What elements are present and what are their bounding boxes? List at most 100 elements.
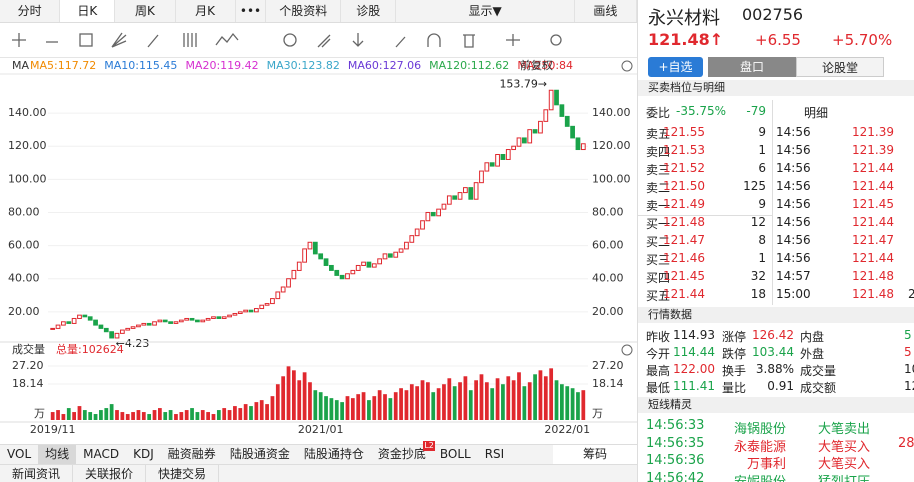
adjust-label: 前复权 bbox=[520, 58, 553, 72]
icon-magnet[interactable] bbox=[427, 33, 441, 47]
candle bbox=[55, 324, 61, 329]
candle bbox=[71, 317, 77, 324]
icon-move[interactable] bbox=[12, 33, 26, 47]
sprite-name: 万事利 bbox=[746, 457, 786, 472]
candle bbox=[452, 195, 458, 200]
indicator-tab[interactable]: 筹码 bbox=[553, 445, 637, 464]
volume-bar bbox=[286, 366, 291, 420]
market-value: 103.44 bbox=[752, 345, 794, 359]
candle bbox=[157, 319, 163, 323]
y-tick-label: 20.00 bbox=[8, 305, 40, 318]
tab[interactable]: 月K bbox=[176, 0, 236, 22]
book-volume: 18 bbox=[750, 287, 766, 301]
volume-bar bbox=[431, 392, 436, 420]
volume-bar bbox=[125, 414, 130, 420]
icon-pen[interactable] bbox=[395, 36, 406, 48]
bottom-tab[interactable]: 关联报价 bbox=[73, 465, 146, 482]
indicator-tab[interactable]: VOL bbox=[7, 447, 32, 461]
indicator-tab[interactable]: RSI bbox=[484, 447, 505, 461]
badge: L2 bbox=[423, 441, 435, 451]
tab[interactable]: 分时 bbox=[0, 0, 61, 22]
volume-bar bbox=[99, 410, 103, 420]
candle bbox=[543, 109, 549, 122]
bottom-tab[interactable]: 快捷交易 bbox=[146, 465, 219, 482]
volume-bar bbox=[302, 372, 307, 420]
icon-zoom[interactable] bbox=[506, 34, 520, 46]
tab[interactable]: 周K bbox=[115, 0, 176, 22]
tick-time: 14:56 bbox=[776, 125, 811, 139]
candle bbox=[355, 264, 361, 271]
candle bbox=[516, 137, 522, 147]
tab[interactable]: ••• bbox=[236, 0, 267, 22]
volume-bar bbox=[308, 382, 312, 420]
candle bbox=[152, 321, 157, 326]
bottom-tab[interactable]: 新闻资讯 bbox=[0, 465, 73, 482]
tab[interactable]: 显示▼ bbox=[396, 0, 575, 22]
volume-bar bbox=[458, 382, 462, 420]
y-tick-label-right: 20.00 bbox=[592, 305, 624, 318]
tab[interactable]: 诊股 bbox=[341, 0, 397, 22]
book-volume: 9 bbox=[758, 197, 766, 211]
x-tick-label: 2019/11 bbox=[30, 423, 76, 436]
candle bbox=[253, 308, 259, 313]
sprite-name: 海锅股份 bbox=[733, 422, 786, 437]
tab[interactable]: 画线 bbox=[575, 0, 637, 22]
button[interactable]: 论股堂 bbox=[796, 57, 884, 77]
y-tick-label-right: 120.00 bbox=[592, 139, 631, 152]
book-volume: 1 bbox=[758, 143, 766, 157]
market-label: 最高 bbox=[646, 364, 671, 378]
indicator-tab[interactable]: 陆股通持仓 bbox=[303, 447, 364, 461]
tab[interactable]: 日K bbox=[60, 0, 116, 22]
icon-trash[interactable] bbox=[463, 34, 475, 48]
ma-legend: MA5:117.72 bbox=[30, 59, 96, 72]
y-tick-label-right: 140.00 bbox=[592, 106, 631, 119]
indicator-tab[interactable]: 融资融券 bbox=[167, 447, 216, 461]
icon-circle[interactable] bbox=[283, 33, 297, 47]
candle bbox=[329, 264, 334, 271]
volume-bar bbox=[415, 386, 420, 420]
candle bbox=[521, 137, 527, 144]
icon-settings[interactable] bbox=[550, 34, 562, 46]
tab[interactable]: 个股资料 bbox=[266, 0, 342, 22]
candle bbox=[511, 145, 517, 151]
candle bbox=[345, 273, 350, 280]
indicator-tab[interactable]: KDJ bbox=[133, 447, 154, 461]
book-volume: 1 bbox=[758, 251, 766, 265]
candle bbox=[168, 321, 173, 324]
ma-legend: MA30:123.82 bbox=[267, 59, 340, 72]
market-value: 0.91 bbox=[767, 379, 794, 393]
volume-bar bbox=[297, 380, 302, 420]
icon-wave[interactable] bbox=[215, 32, 239, 46]
volume-bar bbox=[136, 410, 141, 420]
indicator-tab[interactable]: MACD bbox=[83, 447, 120, 461]
candle bbox=[136, 324, 141, 328]
indicator-tab[interactable]: 资金抄底 L2 bbox=[377, 441, 435, 461]
icon-fan[interactable] bbox=[111, 32, 127, 48]
candle bbox=[457, 192, 463, 200]
candle bbox=[425, 211, 431, 222]
candle bbox=[296, 261, 302, 271]
button[interactable]: 盘口 bbox=[708, 57, 796, 77]
market-value: 3.88% bbox=[755, 362, 794, 376]
icon-channel[interactable] bbox=[147, 34, 159, 48]
icon-gann[interactable] bbox=[317, 34, 331, 48]
icon-down[interactable] bbox=[352, 33, 364, 47]
indicator-tab[interactable]: 均线 bbox=[38, 445, 77, 464]
candle bbox=[436, 208, 441, 217]
volume-bar bbox=[377, 390, 382, 420]
volume-bar bbox=[227, 410, 232, 420]
icon-rect[interactable] bbox=[79, 33, 93, 47]
candle bbox=[548, 89, 554, 111]
indicator-tab[interactable]: 陆股通资金 bbox=[229, 447, 290, 461]
candle bbox=[302, 248, 307, 263]
icon-grid[interactable] bbox=[183, 33, 197, 47]
candle bbox=[414, 228, 420, 237]
candle bbox=[109, 331, 115, 339]
volume-bar bbox=[474, 380, 478, 420]
volume-bar bbox=[554, 380, 559, 420]
candle bbox=[307, 241, 313, 250]
button[interactable]: +自选 bbox=[648, 57, 703, 77]
candle bbox=[489, 162, 495, 167]
market-value: 10 bbox=[904, 362, 914, 376]
indicator-tab[interactable]: BOLL bbox=[439, 447, 471, 461]
